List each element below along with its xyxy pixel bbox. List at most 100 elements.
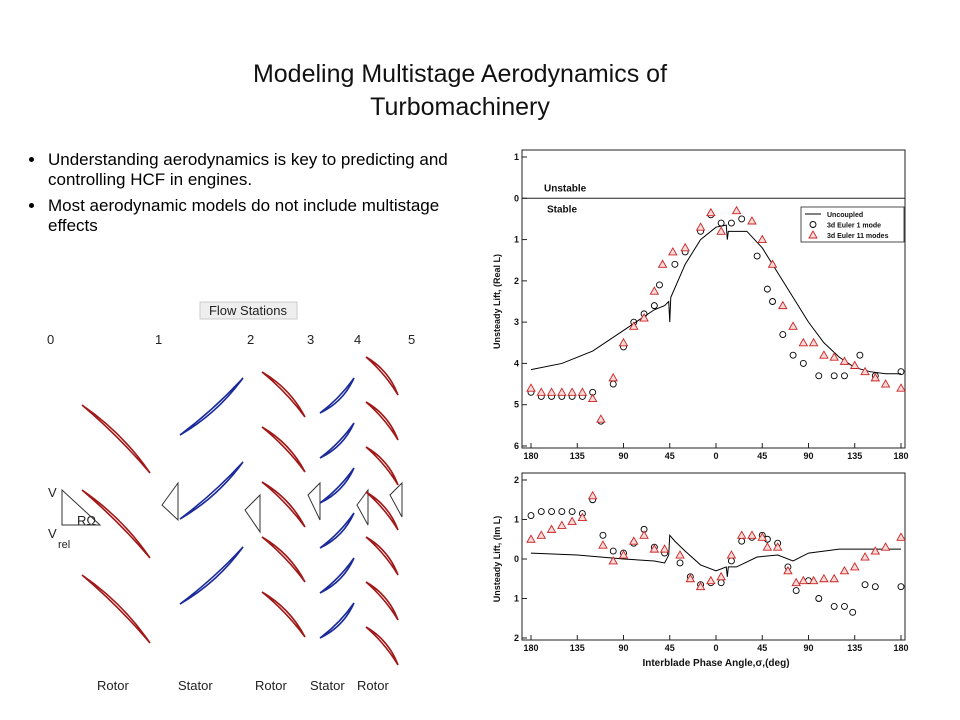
y-tick-label: 1 <box>514 594 519 604</box>
velocity-triangle <box>356 488 369 526</box>
x-tick-label: 90 <box>803 451 813 461</box>
data-point <box>783 565 793 575</box>
data-point <box>726 550 737 559</box>
velocity-triangle <box>161 481 179 522</box>
station-label: 2 <box>247 332 254 347</box>
data-point <box>819 350 829 359</box>
data-point <box>618 550 629 559</box>
station-label: 0 <box>47 332 54 347</box>
data-point <box>896 383 906 392</box>
y-tick-label: 6 <box>514 441 519 451</box>
data-point <box>792 587 800 595</box>
station-label: 1 <box>155 332 162 347</box>
x-tick-label: 135 <box>847 451 862 461</box>
x-axis-label: Interblade Phase Angle,σ,(deg) <box>642 658 789 669</box>
blade <box>365 626 399 666</box>
data-point <box>791 577 801 587</box>
data-point <box>587 490 598 500</box>
station-label: 4 <box>354 332 361 347</box>
blade <box>179 461 244 520</box>
data-point <box>763 285 771 293</box>
data-point <box>860 552 870 561</box>
blade <box>319 377 355 414</box>
data-point <box>815 595 823 602</box>
data-point <box>716 226 726 235</box>
row-label: Rotor <box>255 678 287 693</box>
blade <box>261 536 306 583</box>
x-tick-label: 90 <box>618 451 628 461</box>
blade <box>81 404 151 474</box>
bullet: Understanding aerodynamics is key to pre… <box>46 150 466 190</box>
x-tick-label: 135 <box>570 643 585 653</box>
data-point <box>609 547 617 555</box>
annotation: Stable <box>547 204 577 215</box>
y-tick-label: 2 <box>514 633 519 643</box>
x-tick-label: 0 <box>713 643 718 653</box>
row-label: Stator <box>178 678 213 693</box>
station-label: 3 <box>307 332 314 347</box>
blade <box>365 536 399 576</box>
data-point <box>609 380 617 388</box>
data-point <box>738 215 746 223</box>
x-tick-label: 180 <box>523 451 538 461</box>
y-tick-label: 4 <box>514 358 519 368</box>
data-point <box>861 581 869 589</box>
data-point <box>757 234 768 244</box>
data-point <box>577 387 588 396</box>
data-point <box>762 542 773 551</box>
data-point <box>839 356 850 365</box>
data-point <box>716 571 726 581</box>
data-point <box>841 372 848 380</box>
y-axis-label: Unsteady Lift, (Im L) <box>492 516 502 603</box>
data-point <box>695 581 706 591</box>
data-point <box>706 207 716 217</box>
data-point <box>536 530 547 539</box>
data-point <box>830 602 838 610</box>
velocity-triangle <box>61 488 102 526</box>
annotation: Unstable <box>544 183 587 194</box>
y-tick-label: 1 <box>514 235 519 245</box>
bullet-list: Understanding aerodynamics is key to pre… <box>26 150 466 242</box>
data-point <box>747 530 757 539</box>
data-point <box>731 205 742 215</box>
data-point <box>526 534 536 543</box>
data-point <box>767 259 778 268</box>
title-line: Modeling Multistage Aerodynamics of <box>252 60 668 88</box>
data-point <box>727 557 735 565</box>
blade <box>365 446 399 486</box>
data-point <box>649 544 660 553</box>
data-point <box>860 366 870 376</box>
data-point <box>757 532 768 541</box>
data-point <box>695 222 706 231</box>
data-point <box>567 516 577 525</box>
data-point <box>778 300 788 310</box>
x-tick-label: 180 <box>893 643 908 653</box>
data-point <box>596 414 606 423</box>
y-axis-label: Unsteady Lift, (Real L) <box>492 254 502 349</box>
bullet: Most aerodynamic models do not include m… <box>46 196 466 236</box>
diagram-heading: Flow Stations <box>209 303 288 318</box>
data-point <box>675 550 685 559</box>
data-point <box>649 286 660 295</box>
data-point <box>897 368 905 376</box>
blade <box>81 574 151 644</box>
data-point <box>808 575 819 585</box>
row-label: Rotor <box>357 678 389 693</box>
data-point <box>788 321 798 330</box>
data-point <box>808 337 819 347</box>
data-point <box>769 298 776 305</box>
data-point <box>568 508 576 516</box>
data-point <box>618 337 629 347</box>
data-point <box>608 372 618 382</box>
blade <box>319 467 355 504</box>
data-point <box>671 260 679 268</box>
data-point <box>841 602 848 610</box>
x-tick-label: 180 <box>893 451 908 461</box>
blade <box>261 481 306 528</box>
data-line <box>530 534 901 577</box>
legend-box <box>800 206 905 243</box>
data-point <box>598 540 608 549</box>
